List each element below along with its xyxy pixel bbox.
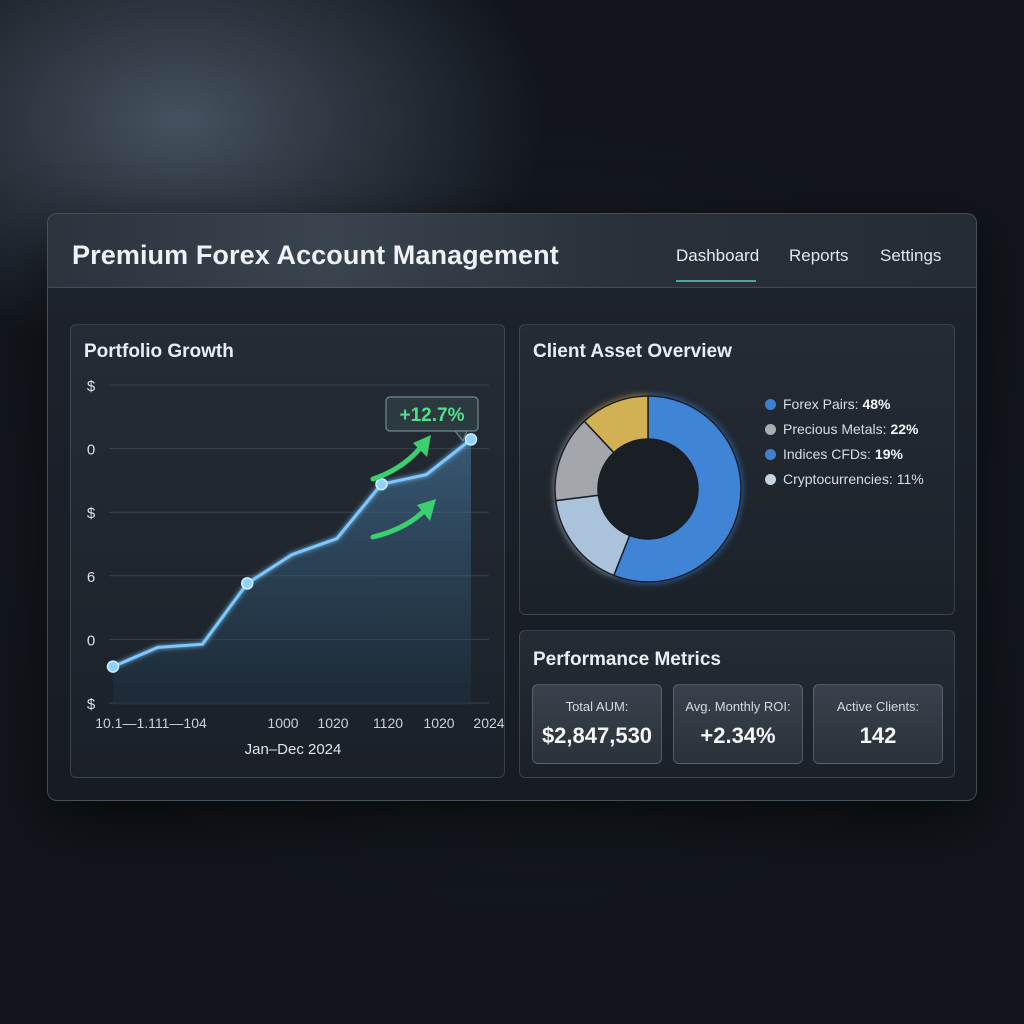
metric-label: Total AUM: bbox=[565, 699, 629, 714]
y-tick-label: 0 bbox=[87, 632, 95, 649]
growth-area bbox=[113, 439, 471, 705]
asset-donut-chart bbox=[554, 395, 742, 583]
legend-label: Precious Metals: bbox=[783, 421, 887, 437]
data-point bbox=[106, 660, 120, 673]
y-tick-label: 0 bbox=[87, 442, 95, 459]
legend-item-metals: Precious Metals: 22% bbox=[765, 421, 919, 437]
active-tab-indicator bbox=[676, 280, 756, 282]
legend-value: 11% bbox=[896, 471, 924, 487]
data-point bbox=[464, 433, 478, 446]
x-tick-label: 1020 bbox=[317, 715, 348, 731]
x-axis-caption: Jan–Dec 2024 bbox=[245, 741, 342, 758]
metric-card-avg-roi: Avg. Monthly ROI: +2.34% bbox=[673, 684, 803, 764]
legend-item-forex: Forex Pairs: 48% bbox=[765, 396, 891, 412]
tab-settings[interactable]: Settings bbox=[880, 246, 942, 265]
tab-reports[interactable]: Reports bbox=[789, 246, 849, 265]
tab-dashboard[interactable]: Dashboard bbox=[676, 246, 760, 265]
growth-arrow-icon bbox=[370, 499, 436, 540]
metric-value: $2,847,530 bbox=[541, 723, 653, 748]
y-tick-label: $ bbox=[87, 378, 96, 395]
growth-badge: +12.7% bbox=[385, 396, 479, 443]
growth-arrow-icon bbox=[370, 435, 431, 482]
data-point bbox=[241, 577, 254, 590]
performance-metrics-title: Performance Metrics bbox=[533, 649, 721, 670]
app-title: Premium Forex Account Management bbox=[72, 240, 559, 270]
y-tick-label: $ bbox=[87, 505, 96, 522]
app-window: Premium Forex Account Management Dashboa… bbox=[47, 213, 977, 801]
growth-line bbox=[112, 438, 472, 668]
x-tick-label: 1120 bbox=[373, 715, 403, 731]
x-tick-label: 2024 bbox=[473, 715, 504, 731]
legend-item-crypto: Cryptocurrencies: 11% bbox=[765, 471, 924, 487]
growth-badge-label: +12.7% bbox=[400, 405, 465, 426]
metric-label: Active Clients: bbox=[836, 699, 920, 714]
y-tick-label: 6 bbox=[87, 569, 95, 586]
legend-dot-icon bbox=[765, 473, 776, 485]
legend-label: Forex Pairs: bbox=[783, 396, 859, 412]
portfolio-growth-panel: Portfolio Growth $0 $6 0 $ bbox=[70, 324, 505, 778]
metric-card-active-clients: Active Clients: 142 bbox=[813, 684, 943, 764]
legend-dot-icon bbox=[765, 398, 776, 410]
y-tick-label: $ bbox=[87, 696, 96, 713]
portfolio-growth-chart: $0 $6 0 $ +12.7% 10.1—1.111—104 1000 1020 1120… bbox=[87, 378, 504, 758]
x-tick-label: 1020 bbox=[423, 715, 454, 731]
data-point bbox=[375, 477, 388, 491]
legend-dot-icon bbox=[765, 423, 776, 435]
legend-dot-icon bbox=[765, 448, 776, 460]
legend-label: Cryptocurrencies: bbox=[783, 471, 893, 487]
legend-value: 19% bbox=[874, 446, 903, 462]
x-tick-label: 10.1—1.111—104 bbox=[95, 715, 207, 731]
portfolio-growth-title: Portfolio Growth bbox=[84, 341, 234, 362]
metric-value: +2.34% bbox=[700, 723, 776, 748]
metric-value: 142 bbox=[859, 723, 897, 748]
metric-card-total-aum: Total AUM: $2,847,530 bbox=[532, 684, 662, 764]
x-tick-label: 1000 bbox=[267, 715, 298, 731]
legend-value: 22% bbox=[890, 421, 919, 437]
donut-hole bbox=[598, 439, 698, 539]
legend-value: 48% bbox=[862, 396, 891, 412]
metric-label: Avg. Monthly ROI: bbox=[685, 699, 791, 714]
legend-label: Indices CFDs: bbox=[783, 446, 871, 462]
legend-item-indices: Indices CFDs: 19% bbox=[765, 446, 903, 462]
app-header: Premium Forex Account Management Dashboa… bbox=[48, 214, 976, 288]
client-asset-title: Client Asset Overview bbox=[533, 341, 732, 362]
